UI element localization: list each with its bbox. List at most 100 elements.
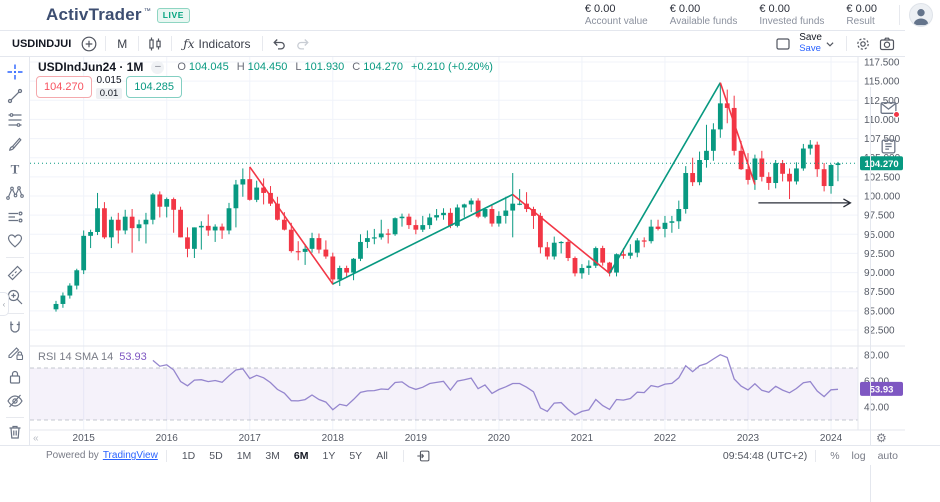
xabcd-pattern-icon	[5, 186, 24, 200]
undo-icon	[272, 38, 285, 50]
buy-button[interactable]: 104.285	[126, 76, 183, 99]
tool-hide-all-button[interactable]	[3, 389, 27, 412]
tool-group-divider	[5, 257, 24, 259]
auto-scale-toggle[interactable]: auto	[877, 449, 898, 462]
chart-style-button[interactable]	[143, 33, 167, 55]
camera-icon	[879, 37, 895, 50]
svg-text:97.500: 97.500	[864, 211, 895, 222]
chart-canvas[interactable]: 117.500115.000112.500110.000107.500105.0…	[30, 57, 905, 445]
indicators-label: Indicators	[198, 36, 251, 51]
layout-icon	[776, 37, 790, 50]
screenshot-button[interactable]	[875, 33, 899, 55]
toolbar-divider	[261, 36, 263, 51]
candlestick-style-icon	[149, 37, 161, 50]
footer-divider	[815, 449, 817, 462]
close-label: C	[352, 61, 361, 73]
svg-text:85.000: 85.000	[864, 306, 895, 317]
range-1m[interactable]: 1M	[236, 449, 252, 462]
svg-text:82.500: 82.500	[864, 325, 895, 336]
symbol-button[interactable]: USDINDJUI	[12, 37, 72, 50]
session-clock[interactable]: 09:54:48 (UTC+2)	[722, 449, 808, 462]
notifications-button[interactable]	[877, 96, 900, 118]
svg-text:104.270: 104.270	[864, 159, 898, 170]
svg-text:2016: 2016	[156, 433, 179, 444]
svg-text:100.000: 100.000	[864, 191, 901, 202]
range-1d[interactable]: 1D	[181, 449, 196, 462]
collapse-toolbar-handle[interactable]: ‹	[0, 292, 9, 316]
chevron-down-icon	[826, 41, 834, 47]
rsi-value: 53.93	[119, 351, 147, 363]
change-value: +0.210 (+0.20%)	[411, 61, 493, 73]
tool-brush-button[interactable]	[3, 133, 27, 156]
toolbar-right-group: Save Save	[771, 33, 899, 55]
svg-text:53.93: 53.93	[870, 384, 894, 395]
range-switcher: 1D 5D 1M 3M 6M 1Y 5Y All	[175, 450, 395, 462]
sell-button[interactable]: 104.270	[36, 76, 92, 99]
tool-lock-all-button[interactable]	[3, 365, 27, 388]
tool-emoticons-button[interactable]	[3, 230, 27, 253]
logo-trademark: ™	[143, 8, 151, 15]
settings-button[interactable]	[851, 33, 875, 55]
svg-text:80.00: 80.00	[864, 351, 889, 362]
indicators-button[interactable]: ƒx Indicators	[176, 33, 257, 55]
range-6m[interactable]: 6M	[293, 449, 309, 462]
avatar[interactable]	[909, 3, 933, 27]
text-icon: T	[10, 161, 19, 176]
interval-button[interactable]: M	[117, 36, 128, 51]
range-5y[interactable]: 5Y	[349, 449, 363, 462]
tool-drawing-lock-button[interactable]	[3, 341, 27, 364]
price-chart[interactable]: 117.500115.000112.500110.000107.500105.0…	[30, 57, 905, 445]
chart-area: T ‹ 117.500 115.000 112.500 110.000 107.500 1…	[0, 57, 905, 502]
account-stats: € 0.00 Account value € 0.00 Available fu…	[585, 3, 899, 27]
tool-xabcd-pattern-button[interactable]	[3, 181, 27, 204]
compare-add-button[interactable]	[77, 33, 101, 55]
tool-trend-line-button[interactable]	[3, 84, 27, 107]
range-5d[interactable]: 5D	[209, 449, 223, 462]
high-label: H	[236, 61, 245, 73]
news-button[interactable]	[877, 135, 899, 157]
tradingview-link[interactable]: TradingView	[102, 450, 158, 461]
right-sidebar	[870, 87, 905, 502]
high-value: 104.450	[247, 61, 288, 73]
tool-remove-drawings-button[interactable]	[3, 421, 27, 444]
tool-measure-button[interactable]	[3, 261, 27, 284]
rsi-indicator-label: RSI 14 SMA 14 53.93	[38, 351, 147, 363]
low-value: 101.930	[304, 61, 345, 73]
undo-button[interactable]	[267, 33, 291, 55]
tool-crosshair-button[interactable]	[3, 60, 27, 83]
svg-text:115.000: 115.000	[864, 77, 900, 88]
percent-scale-toggle[interactable]: %	[830, 449, 840, 462]
remove-drawings-icon	[9, 426, 20, 439]
stat-result: € 0.00 Result	[846, 2, 877, 27]
tool-forecast-button[interactable]	[3, 206, 27, 229]
layout-button[interactable]	[771, 33, 795, 55]
svg-text:40.00: 40.00	[864, 403, 889, 414]
save-button[interactable]: Save Save	[795, 33, 842, 54]
range-1y[interactable]: 1Y	[322, 449, 336, 462]
crosshair-icon	[7, 64, 22, 80]
drawing-lock-icon	[7, 347, 23, 361]
range-3m[interactable]: 3M	[265, 449, 280, 462]
goto-date-icon	[417, 450, 430, 461]
collapse-legend-button[interactable]: –	[151, 60, 165, 74]
open-value: 104.045	[188, 61, 229, 73]
notification-dot	[893, 111, 900, 118]
range-all[interactable]: All	[376, 449, 388, 462]
tool-zoom-in-button[interactable]	[3, 285, 27, 308]
svg-text:95.000: 95.000	[864, 230, 895, 241]
drawing-toolbar: T	[0, 57, 30, 445]
tool-text-button[interactable]: T	[3, 157, 27, 180]
magnet-icon	[9, 321, 20, 333]
tool-magnet-button[interactable]	[3, 317, 27, 340]
svg-text:102.500: 102.500	[864, 172, 901, 183]
log-scale-toggle[interactable]: log	[851, 449, 866, 462]
app-logo[interactable]: ActivTrader ™ LIVE	[46, 5, 191, 25]
redo-icon	[296, 38, 309, 50]
goto-date-button[interactable]	[412, 445, 436, 467]
tool-fib-retracement-button[interactable]	[3, 109, 27, 132]
tool-group-divider	[5, 312, 24, 314]
svg-text:2024: 2024	[820, 433, 843, 444]
svg-text:2015: 2015	[73, 433, 96, 444]
redo-button[interactable]	[291, 33, 315, 55]
